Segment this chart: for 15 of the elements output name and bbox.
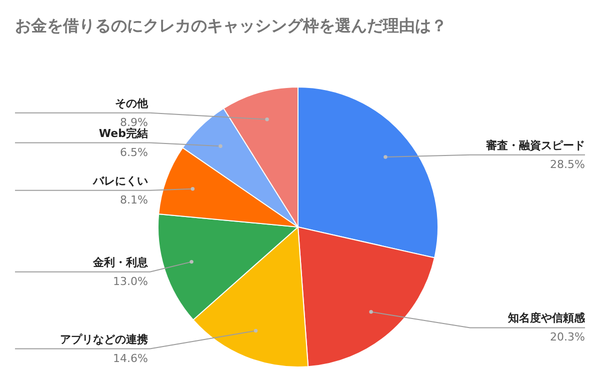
data-label: 6.5% <box>120 146 148 159</box>
slice-label: 金利・利息 <box>92 256 149 269</box>
slice-label: 審査・融資スピード <box>485 138 585 152</box>
slice-label: バレにくい <box>92 174 148 188</box>
data-label: 14.6% <box>113 352 148 365</box>
slice-label: Web完結 <box>98 126 148 140</box>
slice-label: アプリなどの連携 <box>60 332 148 346</box>
data-label: 28.5% <box>550 158 585 171</box>
data-label: 13.0% <box>113 274 148 288</box>
chart-title: お金を借りるのにクレカのキャッシング枠を選んだ理由は？ <box>15 16 447 35</box>
slice-label: 知名度や信頼感 <box>507 312 586 325</box>
data-label: 8.1% <box>120 193 148 206</box>
data-label: 8.9% <box>120 116 148 129</box>
slice-label: その他 <box>115 96 149 110</box>
data-label: 20.3% <box>550 330 585 344</box>
